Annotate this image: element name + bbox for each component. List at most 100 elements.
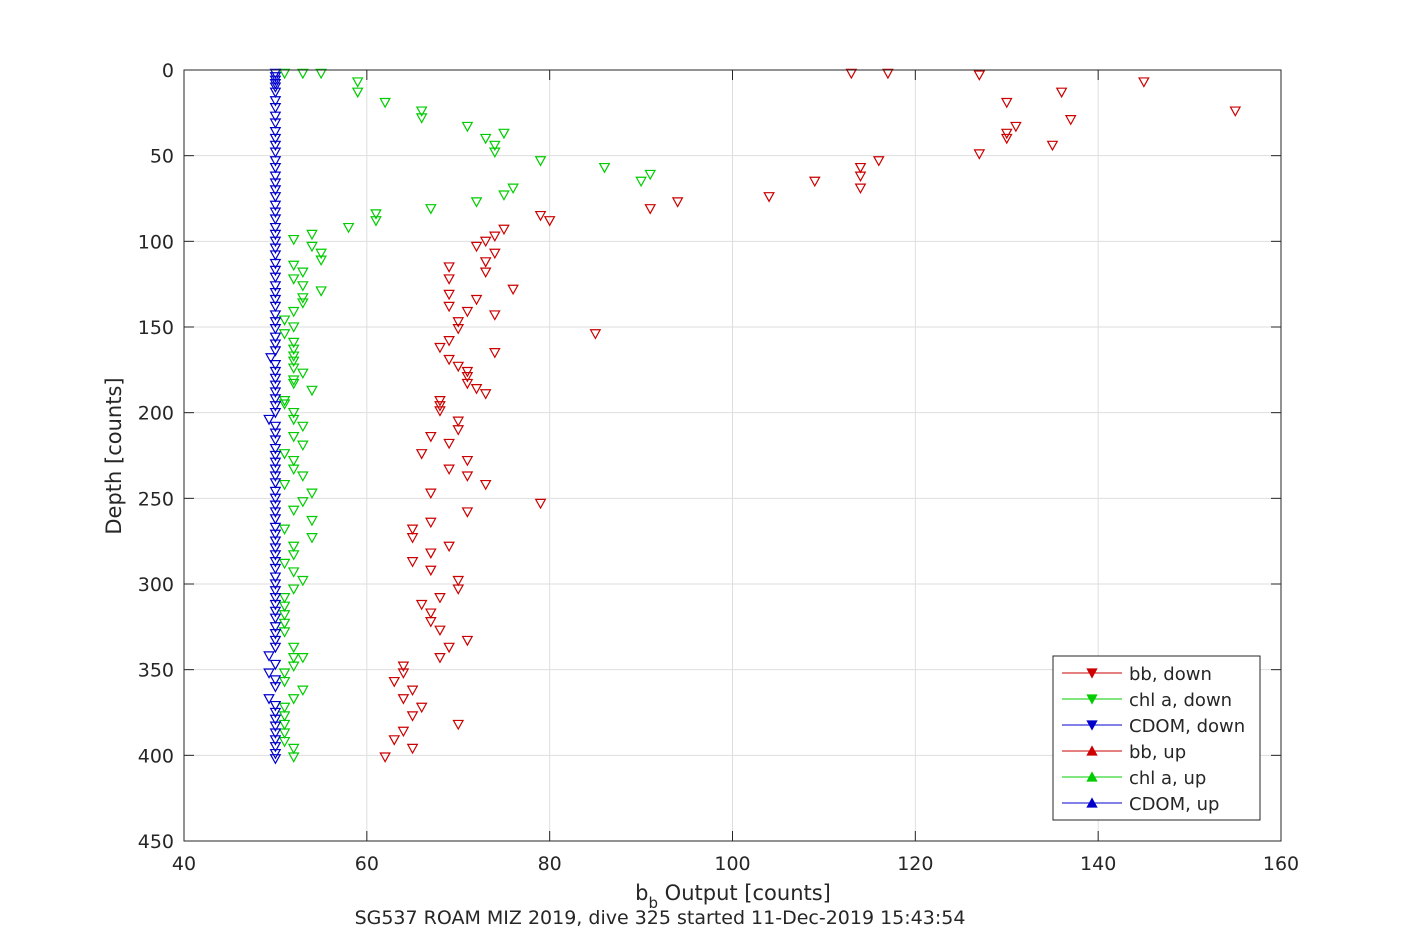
data-point-series-0 [854, 171, 867, 183]
data-point-series-1 [287, 652, 300, 664]
data-point-series-1 [351, 87, 364, 99]
data-point-series-2 [269, 586, 282, 597]
data-point-series-1 [287, 550, 300, 561]
data-point-series-0 [434, 652, 446, 664]
data-point-series-2 [269, 748, 282, 760]
data-point-series-2 [265, 353, 277, 364]
legend-label: bb, up [1129, 742, 1186, 763]
data-point-series-1 [278, 315, 291, 326]
data-point-series-2 [263, 414, 275, 426]
data-point-series-0 [388, 676, 401, 688]
data-point-series-0 [434, 401, 446, 412]
data-point-series-2 [269, 478, 282, 489]
data-point-series-2 [269, 200, 282, 212]
data-point-series-0 [479, 479, 492, 491]
data-point-series-1 [297, 68, 309, 80]
legend-label: chl a, up [1129, 768, 1206, 789]
data-point-series-0 [434, 342, 446, 354]
data-point-series-2 [269, 613, 282, 625]
data-point-series-2 [269, 622, 282, 633]
data-point-series-1 [297, 471, 309, 482]
data-point-series-1 [278, 668, 291, 679]
data-point-series-0 [443, 438, 455, 450]
legend-label: chl a, down [1129, 690, 1232, 711]
data-point-series-1 [287, 375, 300, 386]
x-tick-label: 80 [538, 853, 562, 875]
data-point-series-1 [315, 248, 327, 260]
legend-marker [1086, 668, 1098, 679]
data-point-series-2 [269, 606, 282, 618]
data-point-series-2 [263, 694, 275, 705]
data-point-series-2 [269, 178, 282, 189]
x-axis-label-subscript: b [648, 894, 658, 912]
data-point-series-2 [269, 435, 282, 446]
data-point-series-1 [488, 140, 501, 152]
data-point-series-0 [434, 406, 446, 417]
data-point-series-0 [397, 668, 410, 679]
data-point-series-1 [507, 183, 519, 195]
data-point-series-1 [287, 407, 300, 419]
data-point-series-2 [269, 593, 282, 604]
data-point-series-0 [406, 743, 419, 755]
data-point-series-1 [297, 421, 309, 433]
y-tick-label: 350 [138, 660, 174, 682]
data-point-series-0 [470, 294, 483, 306]
data-point-series-2 [269, 288, 282, 299]
data-point-series-1 [287, 752, 300, 763]
data-point-series-0 [763, 192, 775, 203]
legend-marker [1086, 771, 1098, 782]
data-point-series-0 [452, 416, 465, 428]
data-point-series-1 [379, 97, 391, 109]
y-tick-label: 450 [138, 831, 174, 853]
data-point-series-0 [379, 752, 391, 763]
data-point-series-2 [269, 294, 282, 306]
data-point-series-0 [443, 541, 455, 553]
y-tick-label: 400 [138, 745, 174, 767]
data-point-series-1 [488, 147, 501, 159]
data-point-series-2 [269, 394, 282, 405]
data-point-series-2 [269, 493, 282, 505]
data-point-series-0 [1046, 140, 1059, 152]
data-point-series-1 [287, 584, 300, 595]
data-point-series-1 [297, 267, 309, 278]
data-point-series-2 [269, 401, 282, 412]
data-point-series-1 [315, 68, 327, 80]
data-point-series-0 [434, 395, 446, 407]
y-tick-label: 200 [138, 403, 174, 425]
data-point-series-0 [671, 197, 684, 208]
data-point-series-0 [443, 301, 455, 313]
data-point-series-1 [287, 661, 300, 673]
data-point-series-1 [287, 260, 300, 272]
data-point-series-2 [269, 642, 282, 654]
data-point-series-1 [306, 229, 318, 241]
data-point-series-0 [1229, 106, 1242, 117]
data-point-series-2 [269, 529, 282, 541]
legend-marker [1086, 745, 1098, 756]
data-point-series-2 [269, 192, 282, 203]
data-point-series-2 [269, 457, 282, 469]
data-point-series-2 [269, 514, 282, 525]
data-point-series-0 [434, 593, 446, 604]
data-point-series-0 [434, 625, 446, 637]
data-point-series-2 [269, 735, 282, 746]
data-point-series-1 [278, 702, 291, 714]
data-point-series-1 [287, 743, 300, 755]
data-point-series-2 [269, 162, 282, 174]
data-point-series-2 [269, 214, 282, 225]
data-point-series-2 [269, 366, 282, 378]
data-point-series-0 [397, 661, 410, 673]
data-point-series-1 [287, 306, 300, 318]
data-point-series-2 [269, 557, 282, 568]
data-point-series-0 [443, 336, 455, 347]
x-axis-label-main: b [635, 881, 648, 905]
data-point-series-1 [287, 351, 300, 362]
data-point-series-2 [269, 79, 282, 90]
data-point-series-2 [269, 700, 282, 712]
data-point-series-0 [461, 455, 474, 467]
data-point-series-1 [461, 121, 474, 133]
data-point-series-1 [498, 128, 510, 140]
data-point-series-0 [589, 329, 602, 340]
data-point-series-0 [488, 348, 501, 359]
data-point-series-0 [973, 70, 986, 81]
data-point-series-0 [644, 204, 657, 215]
